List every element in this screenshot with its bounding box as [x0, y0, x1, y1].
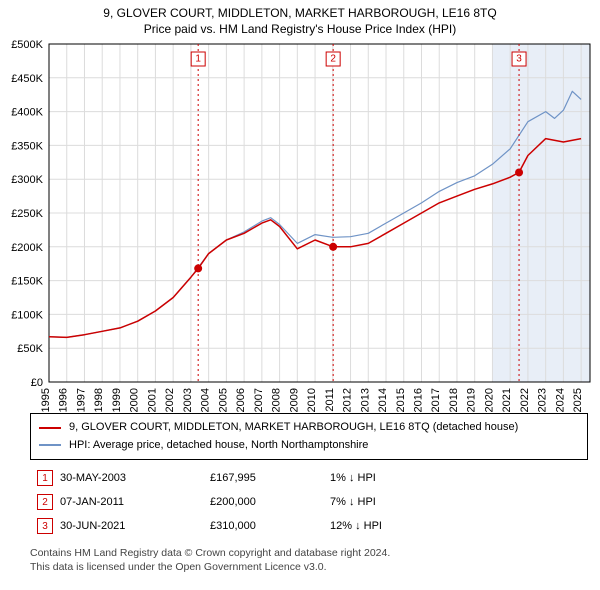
x-tick-label: 2018 — [448, 388, 460, 412]
legend-item-hpi: HPI: Average price, detached house, Nort… — [39, 437, 579, 455]
y-tick-label: £0 — [31, 377, 43, 389]
x-tick-label: 2025 — [572, 388, 584, 412]
x-tick-label: 2023 — [537, 388, 549, 412]
footer-line1: Contains HM Land Registry data © Crown c… — [30, 546, 390, 560]
sales-table: 1 30-MAY-2003£167,9951% ↓ HPI 2 07-JAN-2011… — [30, 466, 570, 538]
sale-date: 07-JAN-2011 — [60, 496, 210, 508]
x-tick-label: 2017 — [430, 388, 442, 412]
sale-marker-number: 2 — [330, 54, 336, 65]
sale-number-box: 2 — [37, 494, 53, 510]
x-tick-label: 1999 — [111, 388, 123, 412]
x-tick-label: 2020 — [483, 388, 495, 412]
y-tick-label: £350K — [11, 140, 43, 152]
y-tick-label: £250K — [11, 208, 43, 220]
sale-row: 1 30-MAY-2003£167,9951% ↓ HPI — [30, 466, 570, 490]
x-tick-label: 1996 — [58, 388, 70, 412]
x-tick-label: 2007 — [253, 388, 265, 412]
x-tick-label: 2003 — [182, 388, 194, 412]
x-tick-label: 2022 — [519, 388, 531, 412]
x-tick-label: 2008 — [271, 388, 283, 412]
x-tick-label: 2011 — [324, 388, 336, 412]
x-tick-label: 2024 — [554, 388, 566, 412]
sale-number-box: 1 — [37, 470, 53, 486]
title-subtitle: Price paid vs. HM Land Registry's House … — [0, 21, 600, 37]
y-tick-label: £300K — [11, 174, 43, 186]
legend-label-hpi: HPI: Average price, detached house, Nort… — [69, 437, 368, 455]
footer: Contains HM Land Registry data © Crown c… — [30, 546, 390, 574]
y-tick-label: £100K — [11, 309, 43, 321]
title-address: 9, GLOVER COURT, MIDDLETON, MARKET HARBO… — [0, 5, 600, 21]
x-tick-label: 2019 — [466, 388, 478, 412]
x-tick-label: 2012 — [342, 388, 354, 412]
y-tick-label: £500K — [11, 39, 43, 51]
x-tick-label: 2006 — [235, 388, 247, 412]
x-tick-label: 2021 — [501, 388, 513, 412]
sale-point — [329, 243, 337, 251]
x-tick-label: 1998 — [93, 388, 105, 412]
sale-delta: 7% ↓ HPI — [330, 496, 450, 508]
x-tick-label: 2010 — [306, 388, 318, 412]
sale-date: 30-JUN-2021 — [60, 520, 210, 532]
x-tick-label: 1997 — [75, 388, 87, 412]
y-tick-label: £150K — [11, 276, 43, 288]
y-tick-label: £50K — [17, 343, 43, 355]
y-tick-label: £200K — [11, 242, 43, 254]
sale-marker: 3 — [30, 518, 60, 534]
footer-line2: This data is licensed under the Open Gov… — [30, 560, 390, 574]
legend-label-property: 9, GLOVER COURT, MIDDLETON, MARKET HARBO… — [69, 419, 518, 437]
legend: 9, GLOVER COURT, MIDDLETON, MARKET HARBO… — [30, 413, 588, 460]
x-tick-label: 2014 — [377, 388, 389, 412]
x-tick-label: 2009 — [288, 388, 300, 412]
legend-swatch-property — [39, 427, 61, 429]
sale-row: 3 30-JUN-2021£310,00012% ↓ HPI — [30, 514, 570, 538]
sale-marker: 2 — [30, 494, 60, 510]
sale-marker-number: 3 — [516, 54, 522, 65]
legend-swatch-hpi — [39, 444, 61, 446]
sale-price: £167,995 — [210, 472, 330, 484]
sale-marker-number: 1 — [195, 54, 201, 65]
sale-delta: 1% ↓ HPI — [330, 472, 450, 484]
x-tick-label: 2004 — [200, 388, 212, 412]
sale-price: £310,000 — [210, 520, 330, 532]
sale-row: 2 07-JAN-2011£200,0007% ↓ HPI — [30, 490, 570, 514]
x-tick-label: 2013 — [359, 388, 371, 412]
x-tick-label: 2002 — [164, 388, 176, 412]
x-tick-label: 2005 — [217, 388, 229, 412]
sale-price: £200,000 — [210, 496, 330, 508]
y-tick-label: £450K — [11, 73, 43, 85]
y-tick-label: £400K — [11, 107, 43, 119]
x-tick-label: 2015 — [395, 388, 407, 412]
x-tick-label: 2016 — [412, 388, 424, 412]
chart-titles: 9, GLOVER COURT, MIDDLETON, MARKET HARBO… — [0, 0, 600, 37]
x-tick-label: 2000 — [129, 388, 141, 412]
x-tick-label: 1995 — [40, 388, 52, 412]
sale-number-box: 3 — [37, 518, 53, 534]
x-tick-label: 2001 — [146, 388, 158, 412]
sale-point — [194, 264, 202, 272]
sale-date: 30-MAY-2003 — [60, 472, 210, 484]
sale-marker: 1 — [30, 470, 60, 486]
legend-item-property: 9, GLOVER COURT, MIDDLETON, MARKET HARBO… — [39, 419, 579, 437]
sale-point — [515, 168, 523, 176]
sale-delta: 12% ↓ HPI — [330, 520, 450, 532]
line-chart: £0£50K£100K£150K£200K£250K£300K£350K£400… — [49, 44, 590, 382]
